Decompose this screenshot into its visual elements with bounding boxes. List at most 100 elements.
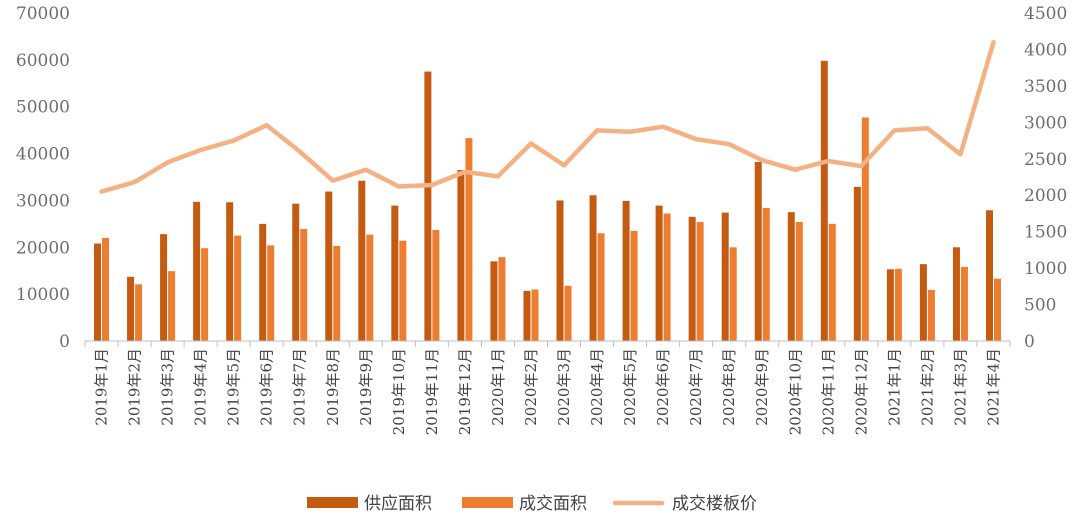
x-axis-category-label: 2019年7月 <box>291 348 309 426</box>
right-axis-tick-label: 2000 <box>1024 186 1067 206</box>
right-axis-tick-label: 1000 <box>1024 259 1067 279</box>
supply-area-bar <box>292 203 300 341</box>
supply-area-bar <box>655 205 663 341</box>
supply-area-bar <box>193 201 201 341</box>
x-axis-category-label: 2019年5月 <box>225 348 243 426</box>
right-axis-tick-label: 1500 <box>1024 223 1067 243</box>
transaction-area-bar <box>861 117 869 342</box>
price-line-path <box>99 39 996 194</box>
x-axis-category-label: 2019年12月 <box>456 348 474 435</box>
transaction-area-bar <box>663 213 671 341</box>
transaction-area-bar <box>300 229 308 341</box>
transaction-area-bar <box>333 245 341 341</box>
supply-area-bar <box>820 60 828 342</box>
x-axis-category-label: 2019年9月 <box>357 348 375 426</box>
right-axis-ticks: 0 500 1000 1500 2000 2500 3000 3500 4000 4500 <box>1024 4 1067 352</box>
x-axis-category-label: 2020年5月 <box>621 348 639 426</box>
left-axis-tick-label: 70000 <box>16 4 70 24</box>
x-axis-category-label: 2020年7月 <box>687 348 705 426</box>
transaction-area-bar <box>960 266 968 341</box>
supply-area-bar <box>490 261 498 341</box>
supply-area-bar <box>985 210 993 341</box>
supply-area-bar <box>589 195 597 341</box>
x-axis-category-label: 2020年4月 <box>588 348 606 426</box>
x-axis-category-label: 2019年11月 <box>423 348 441 435</box>
x-axis-category-label: 2020年12月 <box>852 348 870 435</box>
transaction-area-bar <box>927 289 935 341</box>
supply-area-bar <box>358 180 366 341</box>
supply-area-bar <box>457 169 465 341</box>
x-axis <box>84 340 1011 347</box>
x-axis-category-label: 2020年10月 <box>786 348 804 435</box>
transaction-area-bar <box>564 285 572 341</box>
right-axis-tick-label: 4000 <box>1024 40 1067 60</box>
price-line <box>99 39 996 194</box>
left-axis-tick-label: 20000 <box>16 238 70 258</box>
right-axis-tick-label: 4500 <box>1024 4 1067 24</box>
right-axis-tick-label: 3500 <box>1024 77 1067 97</box>
x-axis-category-label: 2019年3月 <box>159 348 177 426</box>
x-axis-category-label: 2020年2月 <box>522 348 540 426</box>
right-axis-tick-label: 2500 <box>1024 150 1067 170</box>
supply-area-bar <box>622 200 630 341</box>
right-axis-tick-label: 3000 <box>1024 113 1067 133</box>
transaction-area-bar <box>729 247 737 341</box>
left-axis-ticks: 0 10000 20000 30000 40000 50000 60000 70000 <box>16 4 70 352</box>
legend-supply-label: 供应面积 <box>364 494 432 514</box>
supply-area-bar <box>952 247 960 341</box>
transaction-area-bar <box>630 230 638 341</box>
supply-area-bar <box>556 200 564 341</box>
x-axis-category-label: 2021年4月 <box>984 348 1002 426</box>
transaction-area-bar <box>597 233 605 341</box>
supply-area-bar <box>886 269 894 341</box>
x-axis-category-label: 2019年1月 <box>93 348 111 426</box>
left-axis-tick-label: 0 <box>59 332 70 352</box>
supply-area-bar <box>160 234 168 341</box>
supply-area-bar <box>391 205 399 341</box>
transaction-area-bar <box>696 221 704 341</box>
x-axis-category-label: 2020年3月 <box>555 348 573 426</box>
transaction-area-bar <box>135 284 143 341</box>
x-axis-category-label: 2019年6月 <box>258 348 276 426</box>
x-axis-categories: 2019年1月 2019年2月 2019年3月 2019年4月 2019年5月 2019年… <box>93 348 1003 435</box>
transaction-area-bar <box>894 268 902 341</box>
transaction-area-bar <box>168 271 176 341</box>
transaction-area-bar <box>366 234 374 341</box>
supply-area-bar <box>226 202 234 341</box>
x-axis-category-label: 2020年8月 <box>720 348 738 426</box>
transaction-area-bar <box>531 289 539 341</box>
supply-area-bar <box>424 71 432 342</box>
x-axis-category-label: 2020年1月 <box>489 348 507 426</box>
supply-area-bar <box>259 223 267 341</box>
x-axis-category-label: 2019年10月 <box>390 348 408 435</box>
legend-supply-swatch <box>307 497 358 508</box>
x-axis-category-label: 2019年2月 <box>126 348 144 426</box>
left-axis-tick-label: 10000 <box>16 285 70 305</box>
legend-price-label: 成交楼板价 <box>672 494 757 514</box>
legend-transaction-area-label: 成交面积 <box>519 494 587 514</box>
supply-area-bar <box>127 276 135 341</box>
transaction-area-bar <box>201 248 209 341</box>
legend-transaction-area-swatch <box>462 497 513 508</box>
legend: 供应面积 成交面积 成交楼板价 <box>307 494 757 514</box>
transaction-area-bar <box>828 223 836 341</box>
transaction-area-bar <box>498 257 506 341</box>
left-axis-tick-label: 60000 <box>16 51 70 71</box>
x-axis-category-label: 2021年2月 <box>918 348 936 426</box>
transaction-area-bar <box>102 237 110 341</box>
transaction-area-bar <box>795 221 803 341</box>
supply-area-bar <box>94 243 102 341</box>
transaction-area-bar <box>399 240 407 341</box>
transaction-area-bar <box>465 138 473 341</box>
transaction-area-bar <box>762 207 770 341</box>
left-axis-tick-label: 50000 <box>16 98 70 118</box>
x-axis-category-label: 2019年4月 <box>192 348 210 426</box>
supply-area-bar <box>853 186 861 341</box>
supply-area-bar <box>325 191 333 341</box>
transaction-area-bar <box>993 278 1001 341</box>
right-axis-tick-label: 0 <box>1024 332 1035 352</box>
left-axis-tick-label: 30000 <box>16 191 70 211</box>
left-axis-tick-label: 40000 <box>16 145 70 165</box>
